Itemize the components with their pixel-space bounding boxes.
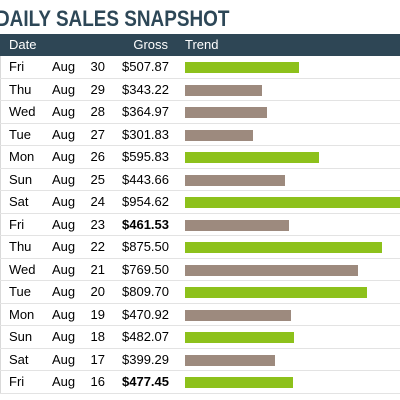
trend-bar bbox=[185, 377, 293, 388]
trend-bar bbox=[185, 264, 358, 276]
row-gross: $343.22 bbox=[122, 81, 169, 97]
table-body: Fri Aug 30 $507.87 Thu Aug 29 $343.22 Wed Aug 28 $3… bbox=[0, 56, 400, 394]
column-header-date: Date bbox=[9, 37, 37, 52]
row-day: Tue bbox=[9, 126, 31, 142]
table-row: Sun Aug 25 $443.66 bbox=[0, 169, 400, 191]
row-month: Aug bbox=[52, 239, 76, 254]
trend-bar bbox=[185, 197, 400, 208]
row-month: Aug bbox=[52, 126, 76, 142]
row-date: 27 bbox=[90, 126, 105, 142]
row-day: Sun bbox=[9, 329, 33, 344]
trend-bar bbox=[185, 332, 294, 343]
table-row: Thu Aug 29 $343.22 bbox=[0, 79, 400, 101]
row-date: 26 bbox=[90, 149, 105, 164]
row-month: Aug bbox=[52, 104, 76, 119]
row-date: 30 bbox=[90, 59, 105, 74]
table-row: Tue Aug 27 $301.83 bbox=[0, 124, 400, 146]
trend-bar bbox=[185, 152, 319, 163]
row-gross: $301.83 bbox=[122, 126, 169, 142]
row-month: Aug bbox=[52, 149, 76, 164]
row-date: 19 bbox=[90, 306, 105, 322]
row-gross: $364.97 bbox=[122, 104, 169, 119]
row-gross: $954.62 bbox=[122, 194, 169, 209]
trend-bar bbox=[185, 62, 299, 73]
row-date: 23 bbox=[90, 216, 105, 232]
trend-bar bbox=[185, 354, 275, 366]
table-row: Mon Aug 19 $470.92 bbox=[0, 304, 400, 326]
row-day: Sat bbox=[9, 194, 29, 209]
row-day: Thu bbox=[9, 81, 32, 97]
trend-bar bbox=[185, 287, 367, 298]
table-row: Sat Aug 24 $954.62 bbox=[0, 191, 400, 214]
row-day: Mon bbox=[9, 149, 35, 164]
row-month: Aug bbox=[52, 81, 76, 97]
row-gross: $477.45 bbox=[122, 374, 169, 389]
row-month: Aug bbox=[52, 284, 76, 299]
table-row: Thu Aug 22 $875.50 bbox=[0, 236, 400, 259]
row-gross: $461.53 bbox=[122, 216, 169, 232]
row-month: Aug bbox=[52, 59, 76, 74]
row-date: 21 bbox=[90, 261, 105, 277]
trend-bar bbox=[185, 107, 267, 118]
trend-bar bbox=[185, 174, 285, 186]
row-gross: $809.70 bbox=[122, 284, 169, 299]
trend-bar bbox=[185, 309, 291, 321]
table-row: Fri Aug 16 $477.45 bbox=[0, 371, 400, 394]
table-header: Date Gross Trend bbox=[0, 34, 400, 56]
row-day: Mon bbox=[9, 306, 35, 322]
trend-bar bbox=[185, 242, 382, 253]
row-month: Aug bbox=[52, 194, 76, 209]
column-header-trend: Trend bbox=[185, 37, 219, 52]
row-gross: $595.83 bbox=[122, 149, 169, 164]
row-gross: $399.29 bbox=[122, 351, 169, 367]
table-row: Wed Aug 28 $364.97 bbox=[0, 101, 400, 124]
table-row: Mon Aug 26 $595.83 bbox=[0, 146, 400, 169]
row-date: 25 bbox=[90, 171, 105, 187]
row-gross: $443.66 bbox=[122, 171, 169, 187]
table-row: Fri Aug 30 $507.87 bbox=[0, 56, 400, 79]
row-date: 24 bbox=[90, 194, 105, 209]
row-gross: $482.07 bbox=[122, 329, 169, 344]
row-month: Aug bbox=[52, 306, 76, 322]
row-day: Sat bbox=[9, 351, 29, 367]
row-day: Tue bbox=[9, 284, 31, 299]
row-day: Wed bbox=[9, 104, 36, 119]
trend-bar bbox=[185, 129, 253, 141]
table-row: Tue Aug 20 $809.70 bbox=[0, 281, 400, 304]
row-date: 29 bbox=[90, 81, 105, 97]
row-month: Aug bbox=[52, 171, 76, 187]
row-date: 18 bbox=[90, 329, 105, 344]
trend-bar bbox=[185, 219, 289, 231]
row-day: Fri bbox=[9, 59, 25, 74]
page-title: DAILY SALES SNAPSHOT bbox=[0, 6, 230, 31]
row-date: 28 bbox=[90, 104, 105, 119]
row-day: Sun bbox=[9, 171, 33, 187]
row-date: 22 bbox=[90, 239, 105, 254]
row-day: Wed bbox=[9, 261, 36, 277]
row-date: 17 bbox=[90, 351, 105, 367]
row-day: Thu bbox=[9, 239, 32, 254]
table-row: Fri Aug 23 $461.53 bbox=[0, 214, 400, 236]
row-month: Aug bbox=[52, 216, 76, 232]
row-gross: $875.50 bbox=[122, 239, 169, 254]
row-day: Fri bbox=[9, 216, 25, 232]
table-left-border bbox=[0, 56, 1, 394]
row-gross: $507.87 bbox=[122, 59, 169, 74]
table-row: Sun Aug 18 $482.07 bbox=[0, 326, 400, 349]
row-month: Aug bbox=[52, 351, 76, 367]
table-row: Wed Aug 21 $769.50 bbox=[0, 259, 400, 281]
row-gross: $769.50 bbox=[122, 261, 169, 277]
row-month: Aug bbox=[52, 261, 76, 277]
row-date: 20 bbox=[90, 284, 105, 299]
row-day: Fri bbox=[9, 374, 25, 389]
row-month: Aug bbox=[52, 329, 76, 344]
row-gross: $470.92 bbox=[122, 306, 169, 322]
row-date: 16 bbox=[90, 374, 105, 389]
trend-bar bbox=[185, 84, 262, 96]
row-month: Aug bbox=[52, 374, 76, 389]
column-header-gross: Gross bbox=[133, 37, 168, 52]
table-row: Sat Aug 17 $399.29 bbox=[0, 349, 400, 371]
